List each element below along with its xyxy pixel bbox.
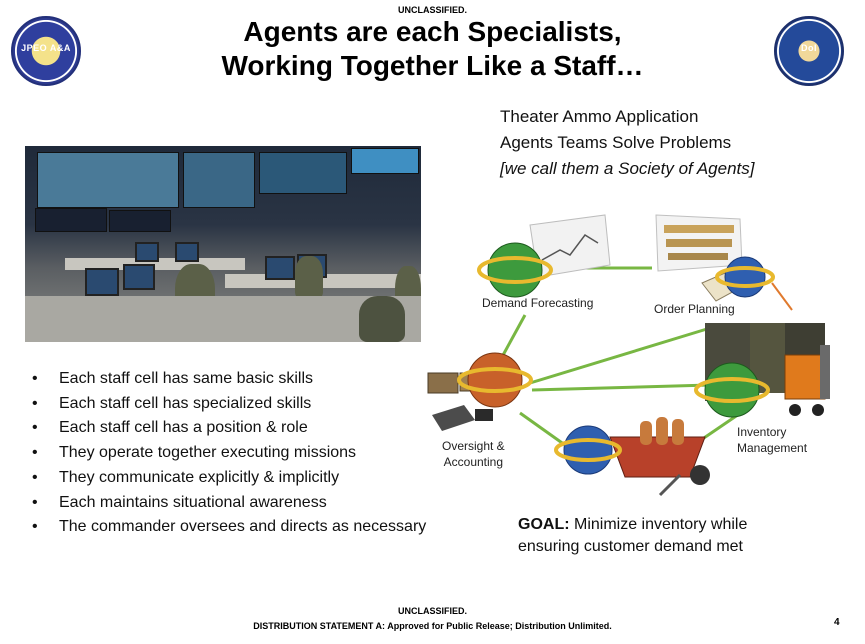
label-oversight-line1: Oversight &: [442, 439, 505, 453]
seal-right-text: DoI: [801, 43, 817, 53]
monitor: [135, 242, 159, 262]
agent-society-diagram: Demand Forecasting Order Planning Oversi…: [420, 205, 865, 515]
classification-banner-bottom: UNCLASSIFIED.: [397, 606, 467, 616]
subtitle-block: Theater Ammo Application Agents Teams So…: [500, 104, 800, 182]
bullet-item: Each staff cell has a position & role: [29, 416, 426, 441]
bullet-item: Each staff cell has specialized skills: [29, 392, 426, 417]
link-order-inventory-orange: [771, 282, 793, 311]
subtitle-line-3: [we call them a Society of Agents]: [500, 159, 755, 178]
page-number: 4: [834, 617, 840, 628]
bullet-item: The commander oversees and directs as ne…: [29, 515, 426, 540]
inventory-management-agent-icon: [694, 362, 770, 418]
link-oversight-inventory: [531, 383, 711, 392]
label-oversight-line2: Accounting: [443, 455, 504, 469]
label-order-planning: Order Planning: [654, 302, 735, 316]
link-oversight-demand: [500, 314, 527, 358]
status-board: [35, 208, 107, 232]
wheelbarrow-icon: [609, 417, 710, 497]
classification-banner-top: UNCLASSIFIED.: [397, 5, 467, 15]
foreground-desk: [25, 296, 421, 342]
staff-person: [295, 256, 323, 300]
goal-text-1: Minimize inventory while: [569, 516, 748, 533]
bullet-item: They communicate explicitly & implicitly: [29, 466, 426, 491]
forklift-icon: [784, 345, 830, 416]
bullet-list: Each staff cell has same basic skills Ea…: [29, 367, 426, 540]
wall-screen: [259, 152, 347, 194]
demand-forecasting-agent-icon: [477, 242, 553, 298]
oversight-accounting-agent-icon: [457, 352, 533, 408]
ammo-shelf-icon: [655, 214, 743, 272]
label-inventory-line2: Management: [737, 441, 808, 455]
seal-left-text: JPEO A&A: [21, 43, 71, 53]
label-demand-forecasting: Demand Forecasting: [482, 296, 594, 310]
slide-title: Agents are each Specialists, Working Tog…: [100, 15, 765, 83]
goal-statement: GOAL: Minimize inventory while ensuring …: [518, 514, 818, 558]
monitor: [85, 268, 119, 296]
goal-label: GOAL:: [518, 516, 570, 533]
title-line-1: Agents are each Specialists,: [243, 16, 622, 47]
bullet-item: They operate together executing missions: [29, 441, 426, 466]
link-oversight-orderarea: [529, 323, 721, 385]
title-line-2: Working Together Like a Staff…: [221, 50, 644, 81]
monitor: [123, 264, 155, 290]
wall-screen: [183, 152, 255, 208]
jpeo-aa-directorate-seal-icon: DoI: [774, 16, 844, 86]
subtitle-line-1: Theater Ammo Application: [500, 107, 699, 126]
link-oversight-bottom: [519, 411, 566, 447]
staff-person: [359, 296, 405, 342]
goal-line-1: GOAL: Minimize inventory while: [518, 514, 818, 536]
subtitle-line-2: Agents Teams Solve Problems: [500, 133, 732, 152]
transport-agent-icon: [554, 425, 622, 475]
wall-screen-map: [37, 152, 179, 208]
goal-line-2: ensuring customer demand met: [518, 538, 743, 555]
label-oversight-accounting: Oversight & Accounting: [442, 438, 505, 470]
order-planning-agent-icon: [715, 256, 775, 298]
monitor: [265, 256, 295, 280]
bullet-item: Each staff cell has same basic skills: [29, 367, 426, 392]
status-board: [109, 210, 171, 232]
label-inventory-line1: Inventory: [737, 425, 787, 439]
jpeo-armaments-ammunition-seal-icon: JPEO A&A: [11, 16, 81, 86]
wall-screen: [351, 148, 419, 174]
control-room-photo: [25, 146, 421, 342]
monitor: [175, 242, 199, 262]
distribution-statement: DISTRIBUTION STATEMENT A: Approved for P…: [253, 621, 612, 631]
label-inventory-management: Inventory Management: [737, 424, 807, 456]
bullet-item: Each maintains situational awareness: [29, 491, 426, 516]
